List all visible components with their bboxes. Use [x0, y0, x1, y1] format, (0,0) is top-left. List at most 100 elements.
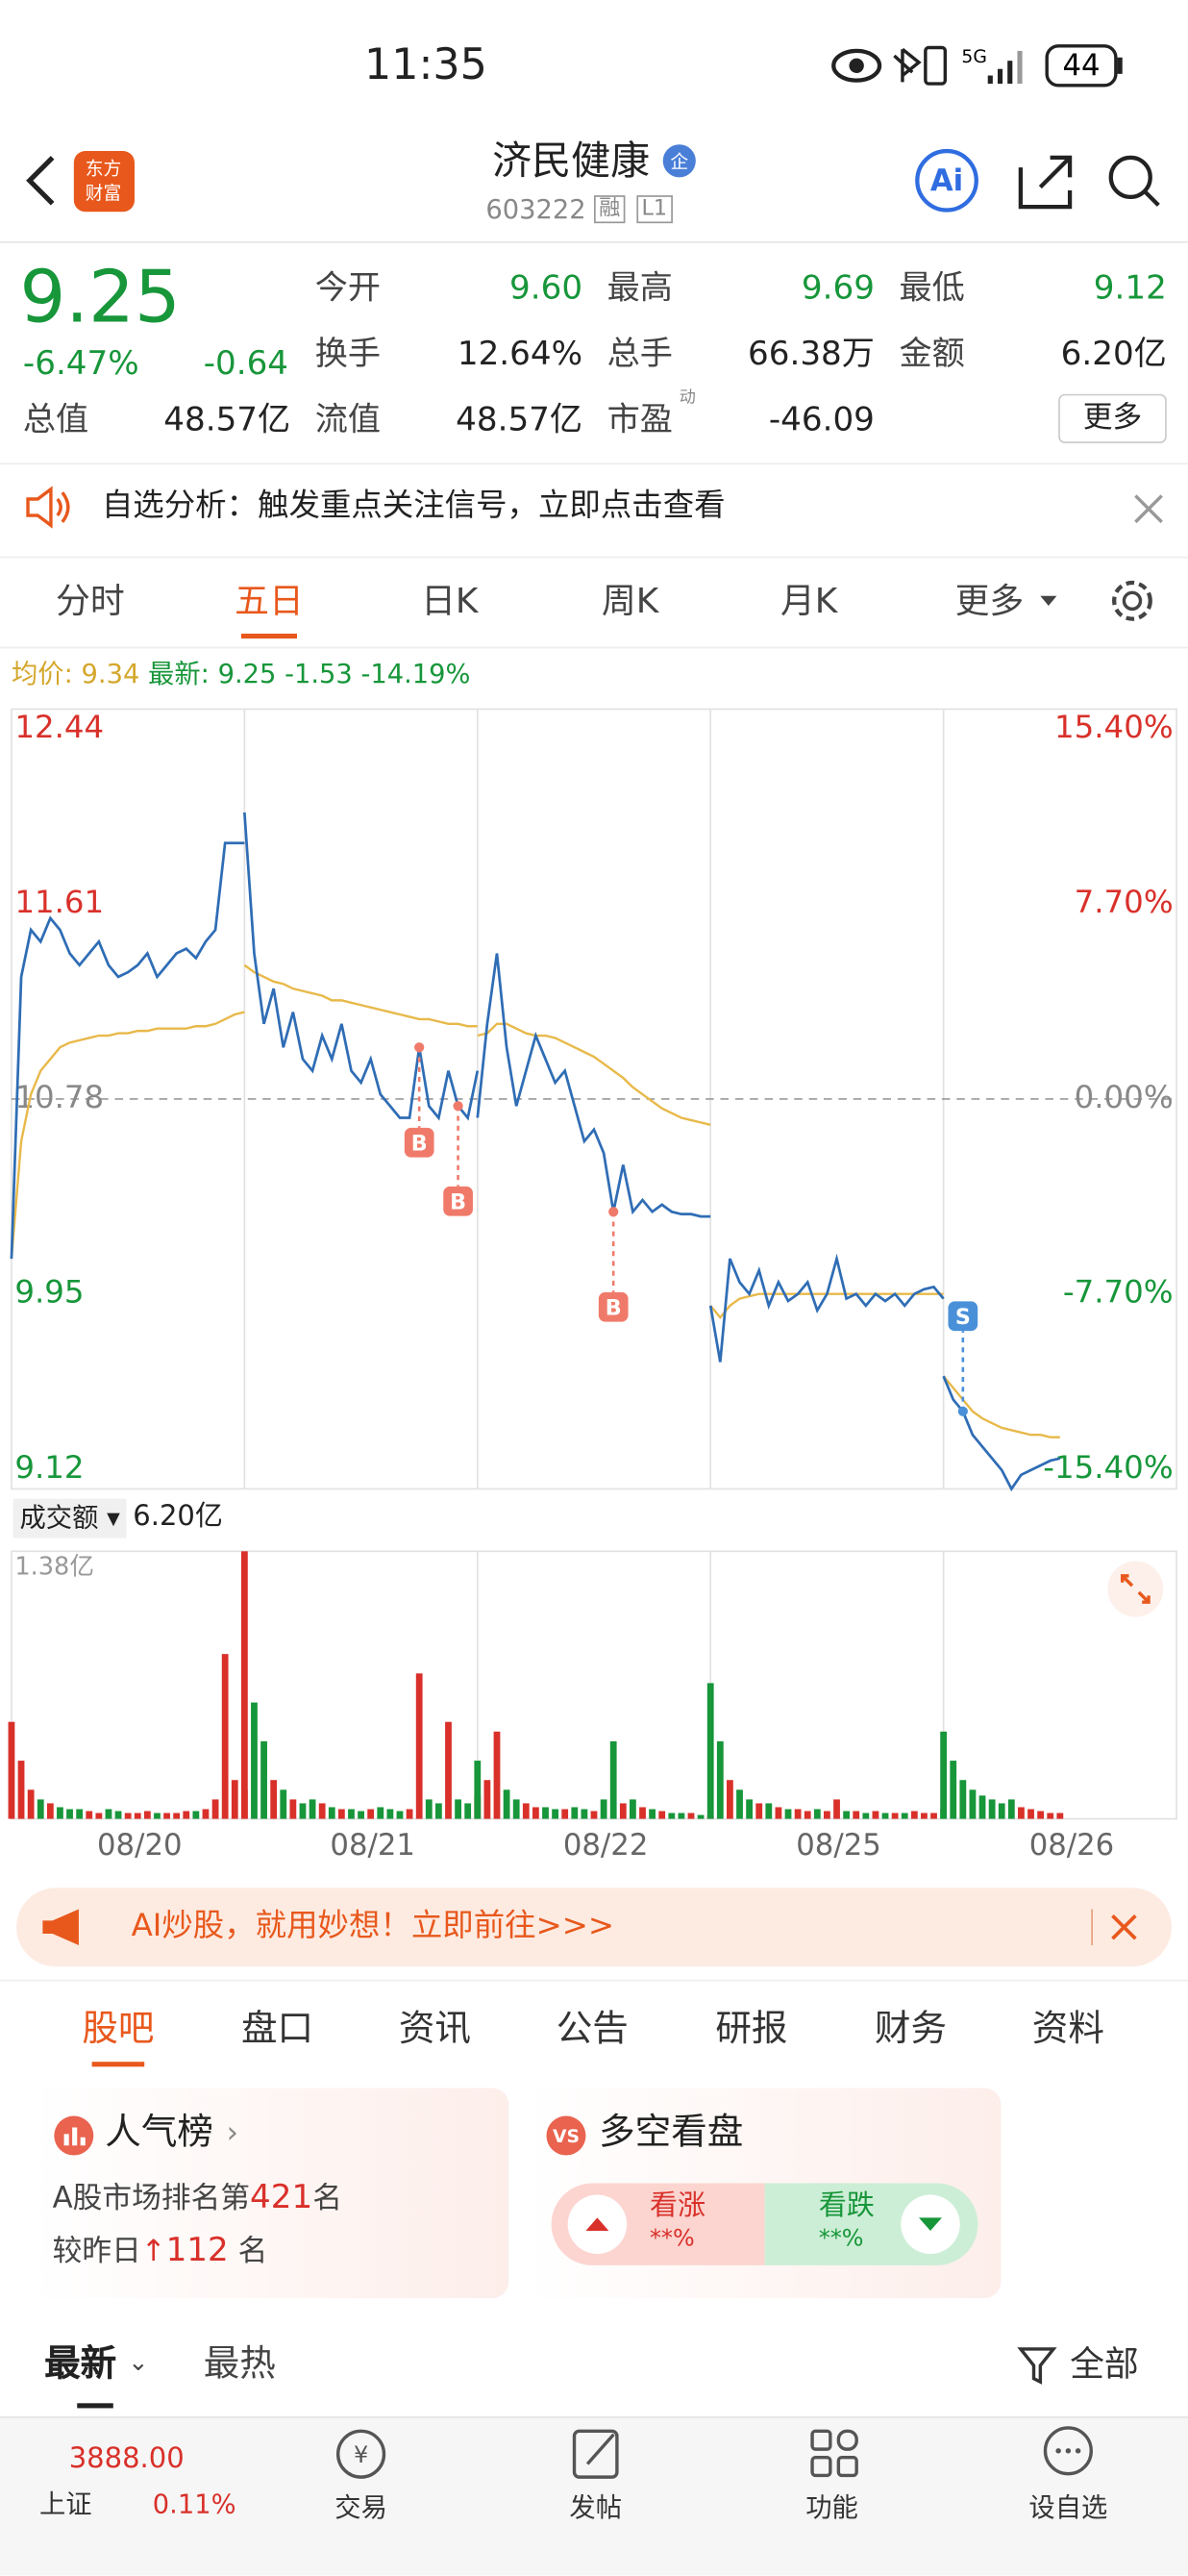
- volume-bar: [211, 1799, 219, 1819]
- decoration: [1065, 2448, 1072, 2454]
- nav-icons: ¥: [335, 2426, 1093, 2479]
- volume-bar: [503, 1789, 510, 1819]
- change-pct: -6.47%: [22, 342, 139, 383]
- decoration: [836, 2429, 858, 2451]
- decoration: ↑: [140, 2234, 166, 2269]
- decoration: [1112, 580, 1152, 621]
- active-tab-underline: [240, 633, 297, 639]
- volume-bar: [833, 1799, 840, 1819]
- sentiment-title: 多空看盘: [599, 2113, 744, 2154]
- nav-item[interactable]: 发帖: [569, 2491, 623, 2523]
- ad-close[interactable]: [1109, 1913, 1139, 1942]
- volume-bar: [76, 1809, 84, 1819]
- section-tab[interactable]: 资料: [1031, 2009, 1104, 2051]
- section-tab[interactable]: 股吧: [82, 2009, 155, 2051]
- section-tab[interactable]: 资讯: [398, 2009, 471, 2051]
- more-button[interactable]: 更多: [1058, 393, 1167, 443]
- ai-button[interactable]: [915, 148, 978, 213]
- decoration: [335, 2429, 386, 2479]
- volume-bar: [824, 1811, 830, 1819]
- volume-bar: [619, 1803, 627, 1819]
- filter-icon: [1017, 2347, 1057, 2385]
- latest-change: -1.53: [285, 658, 353, 690]
- back-button[interactable]: [26, 156, 55, 206]
- signal-box: [598, 1291, 629, 1322]
- volume-bar: [17, 1761, 25, 1819]
- feed-tab[interactable]: 最新: [44, 2343, 117, 2386]
- volume-bar: [862, 1813, 870, 1819]
- price-line: [243, 812, 480, 1121]
- section-tab[interactable]: 财务: [874, 2009, 948, 2051]
- chevron: ›: [226, 2115, 238, 2151]
- volume-bar: [930, 1813, 937, 1819]
- field-label: 换手: [314, 333, 382, 373]
- decoration: [585, 2217, 609, 2232]
- close-button[interactable]: [1132, 492, 1165, 525]
- popularity-card[interactable]: [33, 2088, 509, 2299]
- period-tab[interactable]: 分时: [56, 581, 125, 621]
- y-tick-label: 9.95: [14, 1274, 84, 1311]
- volume-bar: [561, 1809, 569, 1819]
- volume-bar: [289, 1799, 297, 1819]
- volume-bar: [590, 1811, 598, 1819]
- decoration: [80, 2137, 86, 2146]
- decoration: [1122, 590, 1143, 612]
- logo: [73, 151, 135, 213]
- share-button[interactable]: [1018, 155, 1073, 210]
- period-tab[interactable]: 五日: [235, 581, 304, 621]
- nav-item[interactable]: 设自选: [1028, 2491, 1108, 2523]
- volume-bar: [318, 1803, 326, 1819]
- decoration: [919, 2217, 942, 2232]
- period-tab[interactable]: 月K: [780, 581, 838, 621]
- volume-bar: [37, 1799, 44, 1819]
- feed-tab[interactable]: 最热: [203, 2343, 276, 2386]
- dropdown-arrow: ⌄: [128, 2347, 149, 2377]
- volume-bar: [921, 1813, 928, 1819]
- volume-bar: [600, 1799, 607, 1819]
- volume-bar: [1056, 1813, 1064, 1819]
- volume-bar: [998, 1803, 1005, 1819]
- volume-bar: [765, 1803, 773, 1819]
- price: 9.25: [19, 256, 181, 340]
- decoration: [836, 2455, 858, 2478]
- ad-banner[interactable]: [16, 1888, 1172, 1967]
- badge: 企: [670, 152, 688, 173]
- period-tab[interactable]: 日K: [421, 581, 479, 621]
- section-tab[interactable]: 公告: [556, 2009, 629, 2051]
- bear-label: 看跌: [818, 2189, 875, 2223]
- index-name: 上证: [38, 2488, 92, 2520]
- period-tab[interactable]: 周K: [601, 581, 659, 621]
- signal-label: S: [955, 1305, 971, 1330]
- rank-suffix: 名: [312, 2181, 342, 2216]
- field-value: 48.57亿: [456, 398, 583, 438]
- decoration: ¥: [354, 2441, 368, 2468]
- sentiment-icon: VS: [546, 2115, 586, 2156]
- nav-item[interactable]: 交易: [334, 2491, 387, 2523]
- volume-bar: [445, 1721, 452, 1819]
- nav-item[interactable]: 功能: [805, 2491, 858, 2523]
- field-label: 总值: [22, 398, 89, 438]
- volume-bar: [46, 1803, 54, 1819]
- volume-selector[interactable]: 成交额 ▾: [12, 1498, 127, 1538]
- section-tab[interactable]: 研报: [715, 2009, 788, 2051]
- volume-bar: [552, 1809, 558, 1819]
- volume-bar: [163, 1813, 170, 1819]
- settings-button[interactable]: [1107, 576, 1156, 625]
- filter-label[interactable]: 全部: [1070, 2343, 1139, 2384]
- period-tab[interactable]: 更多: [954, 581, 1025, 621]
- notice-bar[interactable]: [0, 463, 1188, 559]
- expand-button[interactable]: [1106, 1560, 1165, 1618]
- field-value: 12.64%: [457, 333, 583, 373]
- divider: [0, 646, 1188, 649]
- volume-bar: [542, 1807, 549, 1819]
- section-tab[interactable]: 盘口: [240, 2009, 314, 2051]
- volume-bar: [910, 1811, 918, 1819]
- network: 5G: [961, 47, 986, 67]
- decoration: [849, 58, 864, 73]
- search-button[interactable]: [1108, 155, 1152, 199]
- volume-bar: [124, 1813, 132, 1819]
- volume-bar: [978, 1795, 986, 1819]
- field-label: 总手: [606, 333, 673, 373]
- decoration: [1107, 1561, 1164, 1617]
